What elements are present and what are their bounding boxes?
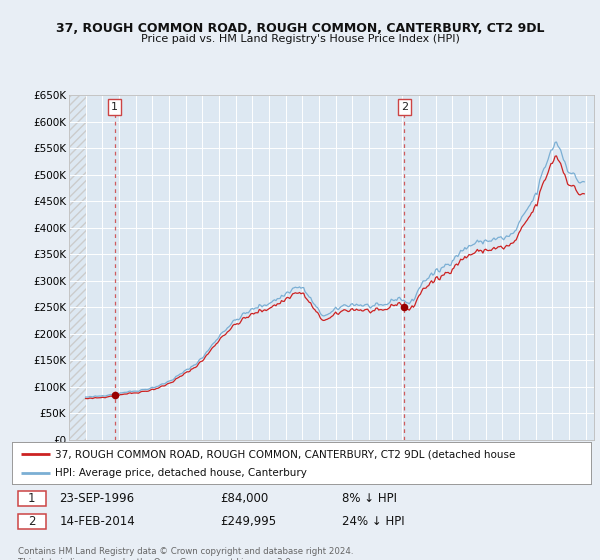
Text: 1: 1: [28, 492, 35, 505]
Text: Contains HM Land Registry data © Crown copyright and database right 2024.
This d: Contains HM Land Registry data © Crown c…: [18, 548, 353, 560]
Text: 1: 1: [111, 102, 118, 112]
Text: 23-SEP-1996: 23-SEP-1996: [59, 492, 134, 505]
Text: 2: 2: [401, 102, 408, 112]
Text: Price paid vs. HM Land Registry's House Price Index (HPI): Price paid vs. HM Land Registry's House …: [140, 34, 460, 44]
Text: £84,000: £84,000: [220, 492, 269, 505]
Text: 2: 2: [28, 515, 35, 528]
Text: HPI: Average price, detached house, Canterbury: HPI: Average price, detached house, Cant…: [55, 469, 307, 478]
Text: 8% ↓ HPI: 8% ↓ HPI: [342, 492, 397, 505]
Text: 37, ROUGH COMMON ROAD, ROUGH COMMON, CANTERBURY, CT2 9DL (detached house: 37, ROUGH COMMON ROAD, ROUGH COMMON, CAN…: [55, 449, 516, 459]
Text: 24% ↓ HPI: 24% ↓ HPI: [342, 515, 404, 528]
Text: £249,995: £249,995: [220, 515, 277, 528]
Text: 37, ROUGH COMMON ROAD, ROUGH COMMON, CANTERBURY, CT2 9DL: 37, ROUGH COMMON ROAD, ROUGH COMMON, CAN…: [56, 22, 544, 35]
FancyBboxPatch shape: [18, 514, 46, 529]
Text: 14-FEB-2014: 14-FEB-2014: [59, 515, 135, 528]
FancyBboxPatch shape: [18, 491, 46, 506]
